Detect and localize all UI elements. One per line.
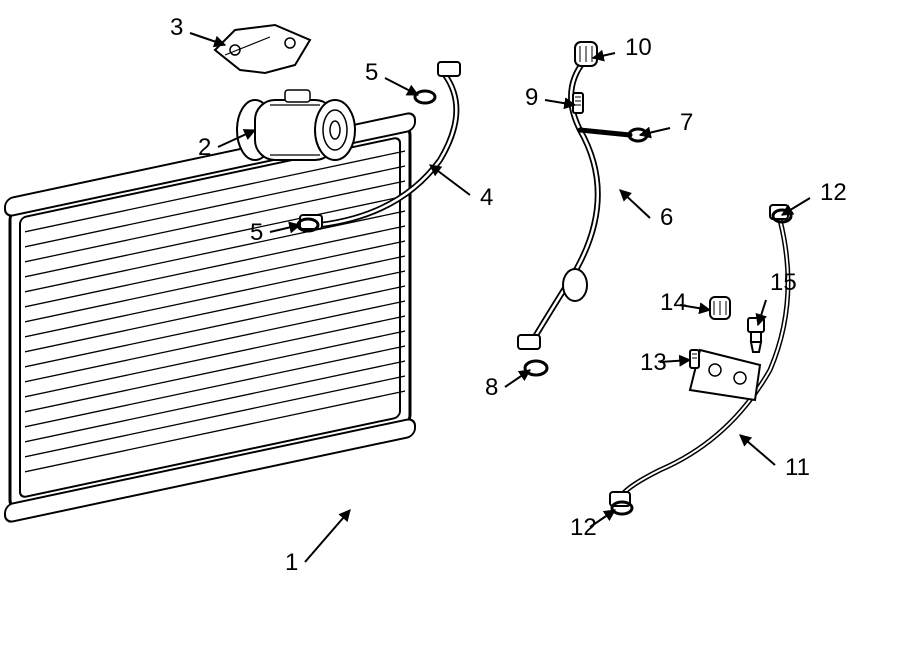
part-cap-10 xyxy=(575,42,597,66)
callout-arrow-3 xyxy=(190,33,225,45)
parts-diagram: 123455678910111212131415 xyxy=(0,0,900,661)
callout-label-2: 2 xyxy=(198,134,211,161)
callout-arrow-6 xyxy=(620,190,650,218)
part-compressor xyxy=(237,90,355,160)
callout-label-5a: 5 xyxy=(365,59,378,86)
part-oring-5a xyxy=(415,91,435,103)
callout-label-15: 15 xyxy=(770,269,797,296)
callout-label-10: 10 xyxy=(625,34,652,61)
callout-label-6: 6 xyxy=(660,204,673,231)
callout-label-13: 13 xyxy=(640,349,667,376)
part-cap-14 xyxy=(710,297,730,319)
callout-label-14: 14 xyxy=(660,289,687,316)
callout-label-3: 3 xyxy=(170,14,183,41)
part-valve-9 xyxy=(573,93,583,113)
part-oring-8 xyxy=(525,361,547,375)
callout-label-4: 4 xyxy=(480,184,493,211)
callout-arrow-1 xyxy=(305,510,350,562)
callout-arrow-5a xyxy=(385,78,418,95)
callout-label-12b: 12 xyxy=(570,514,597,541)
part-condenser xyxy=(5,112,415,523)
part-valve-13 xyxy=(690,350,699,368)
part-sensor-15 xyxy=(748,318,764,352)
callout-arrow-8 xyxy=(505,370,530,387)
callout-label-7: 7 xyxy=(680,109,693,136)
callout-label-8: 8 xyxy=(485,374,498,401)
callout-label-12a: 12 xyxy=(820,179,847,206)
callout-label-1: 1 xyxy=(285,549,298,576)
callout-label-11: 11 xyxy=(785,454,810,481)
callout-arrow-4 xyxy=(430,165,470,195)
callout-label-5b: 5 xyxy=(250,219,263,246)
part-bracket xyxy=(215,25,310,73)
callout-arrow-11 xyxy=(740,435,775,465)
callout-label-9: 9 xyxy=(525,84,538,111)
